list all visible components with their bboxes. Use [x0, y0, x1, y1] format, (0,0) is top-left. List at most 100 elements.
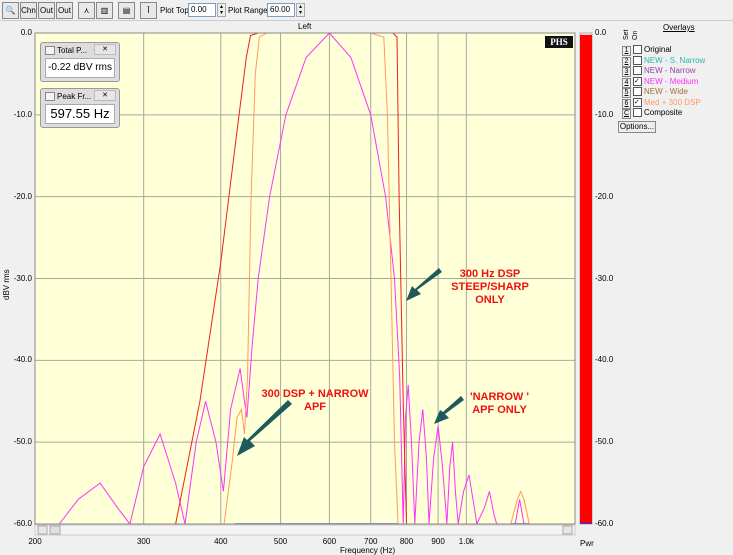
x-axis-label: Frequency (Hz)	[340, 546, 396, 555]
x-tick-label: 1.0k	[458, 537, 474, 546]
close-icon[interactable]: ✕	[94, 90, 116, 101]
scroll-right-button[interactable]	[562, 525, 573, 535]
channel-title: Left	[298, 22, 312, 31]
scroll-left-button[interactable]	[37, 525, 48, 535]
overlay-set-button[interactable]: 6	[622, 98, 631, 109]
y-tick-label: -20.0	[13, 191, 32, 201]
line-view-button[interactable]: ⋏	[78, 2, 95, 19]
overlay-checkbox[interactable]	[633, 108, 642, 118]
overlay-label: NEW - Wide	[644, 87, 688, 96]
series-line-1	[223, 32, 575, 525]
overlay-label: NEW - Narrow	[644, 66, 696, 75]
plot-range-spinner[interactable]: ▴ ▾	[296, 3, 305, 17]
widget-value: -0.22 dBV rms	[45, 58, 115, 78]
channel-icon: Chn	[21, 6, 36, 15]
meter-icon	[45, 92, 55, 101]
panel-button[interactable]: ▤	[118, 2, 135, 19]
pwr-tick-label: -20.0	[595, 191, 614, 201]
output-button[interactable]: Out	[38, 2, 55, 19]
y-tick-label: -30.0	[13, 273, 32, 283]
bar-view-button[interactable]: ▥	[96, 2, 113, 19]
pwr-tick-label: -60.0	[595, 519, 614, 528]
arrow-narrow-apf	[434, 396, 464, 424]
y-tick-label: -40.0	[13, 355, 32, 365]
annotation-steep: 300 Hz DSP STEEP/SHARP ONLY	[451, 268, 529, 306]
overlay-label: Med + 300 DSP	[644, 97, 701, 107]
x-tick-label: 800	[399, 537, 414, 546]
divider	[0, 20, 733, 21]
widget-value: 597.55 Hz	[45, 104, 115, 124]
channel-button[interactable]: Chn	[20, 2, 37, 19]
scrollbar-thumb[interactable]	[49, 525, 61, 535]
x-tick-label: 900	[431, 537, 445, 546]
line-view-icon: ⋏	[83, 6, 90, 15]
pwr-tick-label: -30.0	[595, 273, 614, 283]
pwr-tick-label: -10.0	[595, 109, 614, 119]
plot-range-label: Plot Range:	[228, 6, 270, 15]
x-tick-label: 600	[322, 537, 337, 546]
overlay-set-button[interactable]: 2	[622, 56, 631, 67]
overlay-label: Original	[644, 45, 672, 54]
output-all-button[interactable]: Out	[56, 2, 73, 19]
plot-top-spinner[interactable]: ▴ ▾	[217, 3, 226, 17]
horizontal-scrollbar[interactable]	[34, 524, 576, 536]
overlay-item: C Composite	[622, 108, 683, 119]
overlay-set-button[interactable]: C	[622, 109, 631, 119]
overlay-set-button[interactable]: 4	[622, 77, 631, 88]
annotation-narrow-dsp: 300 DSP + NARROW APF	[261, 388, 369, 413]
pwr-label: Pwr	[580, 539, 594, 548]
overlay-item: 2 NEW - S. Narrow	[622, 55, 706, 67]
x-tick-label: 700	[364, 537, 378, 546]
pwr-tick-label: -40.0	[595, 355, 614, 365]
cursor-button[interactable]: Ī	[140, 2, 157, 19]
plot-top-input[interactable]: 0.00	[188, 3, 216, 17]
bar-view-icon: ▥	[100, 6, 109, 15]
overlay-item: 3 NEW - Narrow	[622, 66, 696, 77]
total-power-widget[interactable]: Total P... ✕ -0.22 dBV rms	[40, 42, 120, 82]
x-tick-label: 200	[28, 537, 42, 546]
overlay-checkbox[interactable]	[633, 55, 642, 65]
plot-border	[34, 32, 576, 525]
overlay-item: 1 Original	[622, 45, 672, 56]
output-all-icon: Out	[58, 6, 71, 15]
overlay-label: NEW - S. Narrow	[644, 55, 706, 65]
overlay-checkbox[interactable]	[633, 87, 642, 97]
overlays-title: Overlays	[663, 23, 695, 32]
y-tick-label: -50.0	[13, 437, 32, 447]
overlay-set-button[interactable]: 1	[622, 46, 631, 56]
close-icon[interactable]: ✕	[94, 44, 116, 55]
overlay-checkbox[interactable]: ✓	[633, 76, 642, 86]
overlay-label: NEW - Medium	[644, 76, 699, 86]
zoom-button[interactable]: 🔍	[2, 2, 19, 19]
plot-top-label: Plot Top:	[160, 6, 191, 15]
output-icon: Out	[40, 6, 53, 15]
plot-range-input[interactable]: 60.00	[267, 3, 295, 17]
overlay-item: 5 NEW - Wide	[622, 87, 688, 98]
overlay-checkbox[interactable]	[633, 66, 642, 76]
panel-icon: ▤	[122, 6, 131, 15]
overlay-item: 6 ✓ Med + 300 DSP	[622, 97, 701, 109]
pwr-meter-fill	[580, 34, 592, 525]
arrow-steep	[406, 268, 442, 301]
overlay-checkbox[interactable]: ✓	[633, 97, 642, 107]
y-tick-label: 0.0	[20, 28, 32, 37]
pwr-tick-label: 0.0	[595, 28, 607, 37]
y-tick-label: -10.0	[13, 109, 32, 119]
cursor-icon: Ī	[147, 6, 150, 15]
on-column-label: On	[632, 30, 639, 40]
set-column-label: Set	[623, 29, 630, 40]
zoom-icon: 🔍	[5, 6, 16, 15]
overlay-set-button[interactable]: 3	[622, 67, 631, 77]
overlay-checkbox[interactable]	[633, 45, 642, 55]
overlay-set-button[interactable]: 5	[622, 88, 631, 98]
series-line-2	[175, 32, 407, 525]
peak-frequency-widget[interactable]: Peak Fr... ✕ 597.55 Hz	[40, 88, 120, 128]
x-tick-label: 400	[214, 537, 228, 546]
options-button[interactable]: Options...	[618, 121, 656, 133]
widget-title: Total P...	[57, 46, 88, 55]
phs-logo: PHS	[545, 36, 573, 48]
overlay-label: Composite	[644, 108, 683, 117]
y-tick-label: -60.0	[13, 519, 32, 528]
x-tick-label: 300	[136, 537, 151, 546]
series-line-0	[58, 32, 525, 526]
